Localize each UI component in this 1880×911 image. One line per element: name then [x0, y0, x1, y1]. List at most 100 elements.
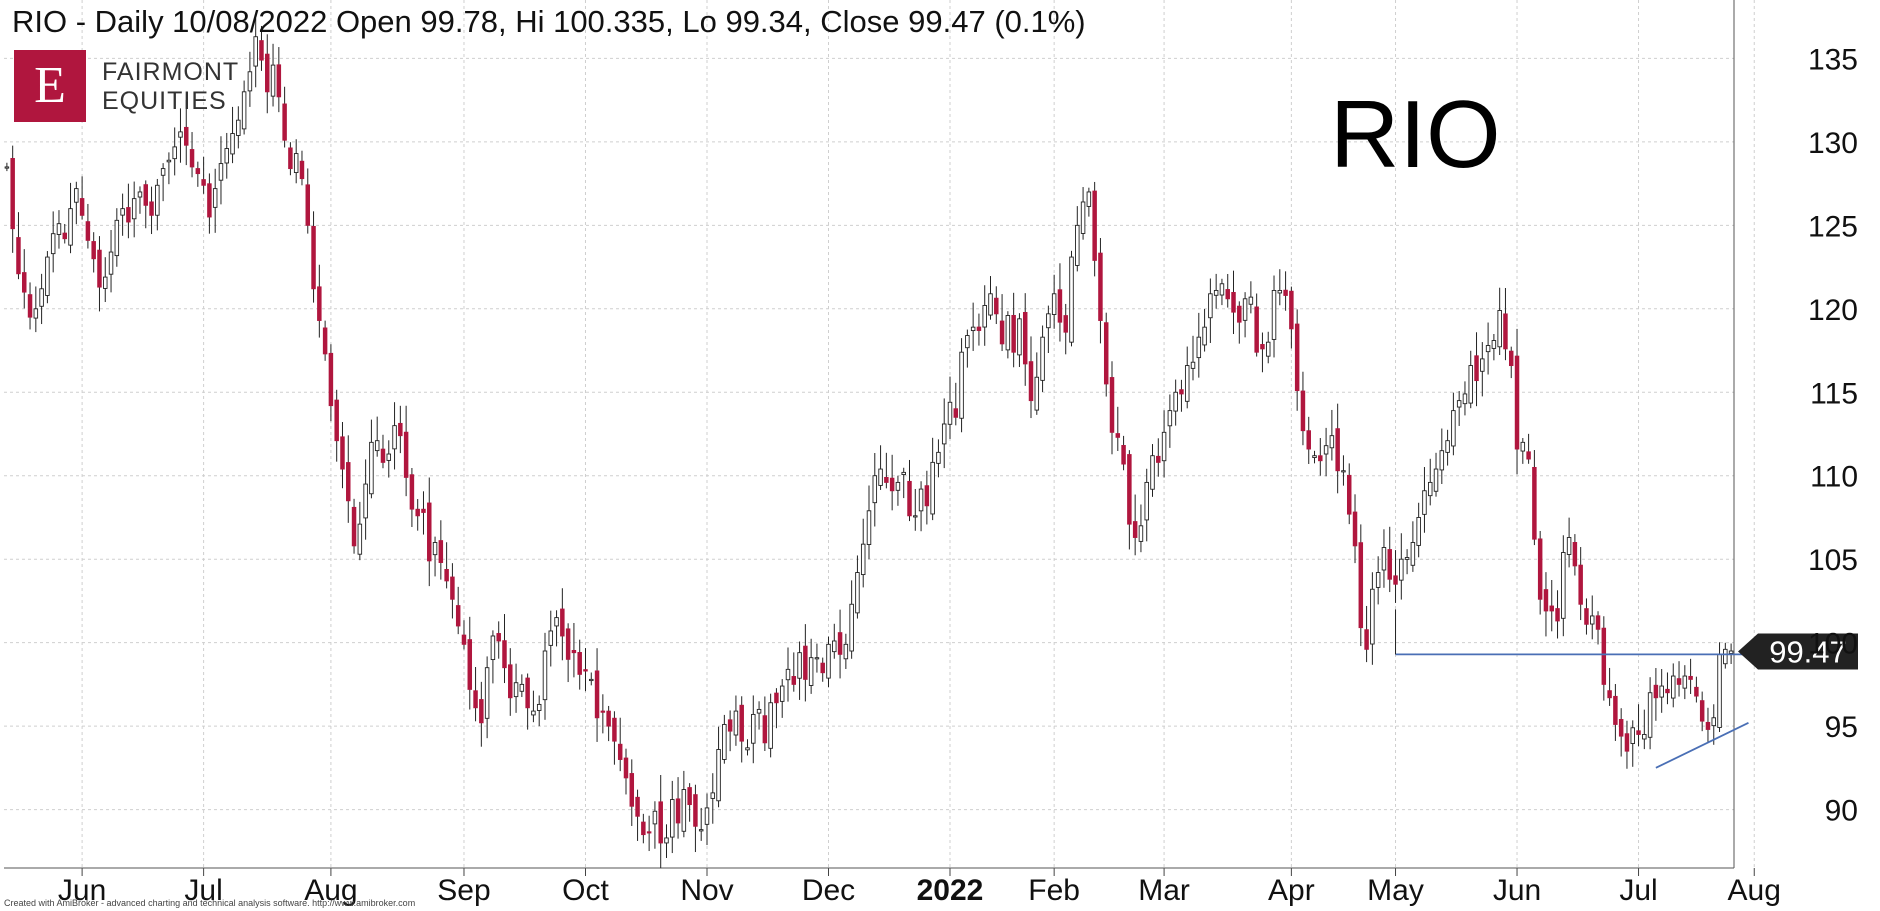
- candle: [519, 674, 525, 698]
- candle-body: [438, 540, 444, 563]
- candle: [1092, 181, 1097, 277]
- candle-body: [50, 233, 56, 255]
- candle-body: [79, 198, 85, 216]
- candle-body: [901, 471, 906, 475]
- candle: [1057, 263, 1063, 342]
- candle: [1711, 704, 1716, 745]
- candle-body: [1607, 690, 1612, 699]
- candle: [39, 273, 44, 325]
- candle: [791, 652, 797, 692]
- candle-body: [374, 440, 380, 452]
- candle-body: [421, 508, 426, 513]
- candle: [623, 748, 629, 795]
- candle: [1115, 406, 1121, 451]
- candle: [525, 673, 530, 730]
- candle: [988, 276, 993, 320]
- candle: [1723, 642, 1728, 669]
- logo-letter: E: [34, 57, 66, 114]
- candle: [467, 616, 473, 710]
- candle: [490, 630, 496, 684]
- candle-body: [247, 71, 253, 92]
- candle-body: [1306, 430, 1311, 450]
- x-tick-label: Sep: [437, 874, 490, 907]
- candle-body: [1335, 428, 1340, 472]
- candle-body: [461, 634, 467, 645]
- candle: [762, 696, 768, 752]
- candle-body: [710, 792, 716, 799]
- candle-body: [745, 747, 750, 751]
- candle: [953, 382, 959, 426]
- candle-body: [797, 652, 802, 679]
- candle-body: [1561, 552, 1566, 619]
- candle-body: [1451, 410, 1456, 447]
- candle: [340, 422, 345, 489]
- candle: [849, 580, 854, 659]
- candle: [230, 106, 235, 164]
- candle: [1549, 579, 1554, 632]
- candle: [1346, 463, 1352, 525]
- candle: [322, 320, 328, 361]
- candle-body: [91, 241, 96, 260]
- candle-body: [1549, 605, 1554, 612]
- candle: [548, 610, 554, 667]
- candle-body: [1219, 283, 1225, 296]
- candle-body: [629, 773, 635, 807]
- candle: [1462, 381, 1468, 416]
- candle-body: [1584, 608, 1589, 625]
- candle: [502, 614, 507, 684]
- candle: [1572, 534, 1578, 576]
- candle: [1427, 458, 1433, 506]
- candle-body: [236, 119, 241, 136]
- candle-body: [276, 64, 282, 98]
- candle-body: [1161, 431, 1167, 462]
- candle: [1682, 665, 1688, 700]
- candle: [461, 620, 467, 650]
- candle: [421, 491, 426, 535]
- candle: [872, 453, 878, 527]
- candle: [1260, 332, 1265, 373]
- candle: [1017, 313, 1022, 368]
- candle: [1132, 494, 1138, 556]
- candle: [363, 459, 368, 540]
- candle-body: [641, 821, 646, 836]
- candle-body: [1723, 648, 1728, 665]
- candle-body: [1341, 470, 1346, 473]
- candle-body: [1040, 336, 1045, 381]
- candle-body: [490, 635, 496, 661]
- candle: [351, 498, 357, 554]
- candle-body: [427, 502, 432, 562]
- candle-body: [774, 692, 779, 704]
- candle-body: [45, 256, 50, 296]
- candle-body: [1346, 474, 1352, 515]
- candle: [328, 344, 334, 422]
- candle: [288, 142, 293, 176]
- candle: [1694, 676, 1699, 703]
- candle: [444, 542, 449, 589]
- candle: [565, 623, 571, 683]
- candle-body: [1503, 313, 1508, 350]
- candle-body: [1399, 558, 1404, 581]
- candle-body: [1034, 376, 1040, 411]
- y-tick-label: 95: [1825, 711, 1858, 744]
- candle: [536, 695, 542, 727]
- candle: [299, 150, 305, 186]
- candle-body: [693, 794, 698, 827]
- candle-body: [1173, 391, 1178, 412]
- candle: [1080, 187, 1086, 240]
- candle: [1231, 270, 1236, 335]
- candle: [658, 775, 663, 869]
- candle-body: [1063, 315, 1068, 333]
- candle: [687, 783, 692, 822]
- candle-body: [687, 787, 692, 806]
- candle: [253, 18, 258, 88]
- candle: [1248, 281, 1254, 314]
- candle-body: [1543, 589, 1549, 612]
- candle: [201, 156, 206, 194]
- candle-body: [976, 326, 982, 331]
- candle-body: [1069, 256, 1074, 343]
- x-tick-label: Mar: [1138, 874, 1190, 907]
- candle-body: [479, 699, 484, 724]
- candle-body: [1555, 608, 1560, 622]
- candle-body: [1630, 727, 1635, 744]
- candle: [918, 481, 924, 532]
